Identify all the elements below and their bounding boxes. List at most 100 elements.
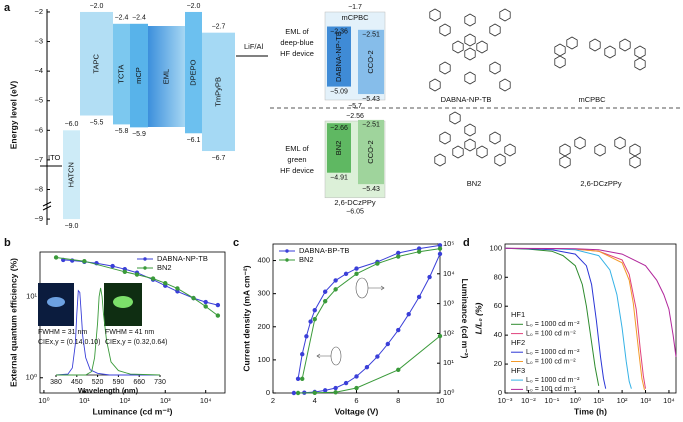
molecule-ring [499, 78, 511, 92]
level-label: −2.66 [330, 125, 348, 132]
y-tick-label: −7 [34, 155, 43, 164]
sensitizer-label: CCO-2 [366, 140, 375, 163]
panel-label: b [4, 237, 11, 249]
layer-label: TCTA [116, 65, 125, 84]
legend-label: L₀ = 100 cd m⁻² [526, 358, 576, 365]
legend-label: BN2 [299, 255, 314, 264]
axis-break [42, 201, 52, 211]
molecule-ring [629, 143, 641, 157]
inset-tick-label: 660 [133, 379, 145, 386]
x-tick-label: 10 [436, 396, 444, 405]
x-axis-title: Voltage (V) [335, 406, 379, 416]
sensitizer-label: CCO-2 [366, 50, 375, 73]
data-point [333, 385, 338, 391]
inset-tick-label: 730 [154, 379, 166, 386]
molecule-ring [589, 38, 601, 52]
data-point [134, 272, 140, 277]
data-point [175, 286, 180, 291]
panel-label: c [233, 237, 239, 249]
data-point [396, 327, 401, 333]
level-label: −6.05 [346, 209, 364, 216]
data-point [354, 271, 359, 276]
x-tick-label: 10¹ [593, 396, 604, 405]
molecule-ring [554, 55, 566, 69]
level-label: −2.7 [212, 24, 226, 31]
host-label: 2,6-DCzPPy [334, 198, 376, 207]
y-tick-label: 40 [494, 330, 502, 339]
legend-group: HF2 [511, 338, 525, 347]
molecule-ring [504, 143, 516, 157]
series-line [56, 257, 219, 317]
data-point [385, 341, 391, 347]
data-point [416, 294, 422, 300]
molecule-ring [489, 23, 501, 37]
y-tick-label: −3 [34, 37, 43, 46]
inset-tick-label: 450 [71, 379, 83, 386]
data-point [322, 299, 328, 304]
energy-level-box [80, 11, 113, 116]
guide-arrow [368, 285, 385, 291]
data-point [295, 390, 301, 396]
x-tick-label: 10³ [160, 396, 171, 405]
legend-label: L₀ = 100 cd m⁻² [526, 386, 576, 393]
y-tick-label: 400 [257, 256, 270, 265]
guide-ellipse [355, 277, 369, 299]
y-axis-title: Current density (mA cm⁻²) [241, 265, 251, 371]
data-point [312, 390, 317, 396]
data-point [308, 319, 313, 324]
molecule-ring [452, 145, 464, 159]
level-label: −2.51 [362, 122, 380, 129]
molecule-ring [559, 143, 571, 157]
legend-marker [143, 257, 147, 261]
photo-glow [47, 297, 65, 307]
x-tick-label: 6 [354, 396, 358, 405]
data-point [215, 313, 221, 318]
structure-label: 2,6-DCzPPy [580, 179, 622, 188]
series-line [504, 247, 607, 389]
energy-level-box [185, 11, 202, 134]
device-title: HF device [280, 166, 314, 175]
x-axis-title: Time (h) [574, 406, 607, 416]
level-label: −9.0 [65, 223, 79, 230]
device-title: EML of [285, 27, 309, 36]
molecule-ring [476, 145, 488, 159]
series-line [504, 247, 632, 389]
annotation: FWHM = 41 nm [105, 329, 154, 336]
data-point [150, 276, 156, 281]
level-label: −6.1 [187, 137, 201, 144]
legend-label: L₀ = 1000 cd m⁻² [526, 321, 580, 328]
data-point [82, 258, 87, 264]
energy-level-box [130, 23, 148, 128]
legend-group: HF3 [511, 366, 525, 375]
plot-frame [272, 243, 441, 394]
y-tick-label: 80 [494, 272, 502, 281]
guide-ellipse [330, 346, 342, 366]
data-point [215, 302, 221, 308]
inset-axis-title: Wavelength (nm) [78, 386, 139, 395]
layer-label: TAPC [91, 53, 100, 73]
energy-level-box [63, 130, 80, 220]
data-point [416, 249, 422, 254]
molecule-ring [629, 155, 641, 169]
y-tick-label: 10⁰ [26, 373, 37, 382]
data-point [295, 376, 301, 381]
legend-marker [143, 266, 147, 270]
host-label: mCPBC [341, 13, 369, 22]
molecule-ring [439, 23, 451, 37]
molecule-ring [429, 78, 441, 92]
molecule-ring [634, 57, 646, 71]
device-title: deep-blue [280, 38, 313, 47]
structure-label: BN2 [467, 179, 482, 188]
x-tick-label: 10⁰ [570, 396, 581, 405]
y2-tick-label: 10³ [443, 299, 454, 308]
layer-label: mCP [134, 67, 143, 84]
legend-group: HF1 [511, 310, 525, 319]
y-tick-label: 20 [494, 359, 502, 368]
legend-label: DABNA-BP-TB [299, 246, 349, 255]
molecule-ring [614, 136, 626, 150]
legend-label: L₀ = 1000 cd m⁻² [526, 349, 580, 356]
data-point [191, 295, 196, 301]
emitter-label: BN2 [334, 141, 343, 156]
level-label: −5.43 [362, 186, 380, 193]
data-point [354, 266, 359, 271]
